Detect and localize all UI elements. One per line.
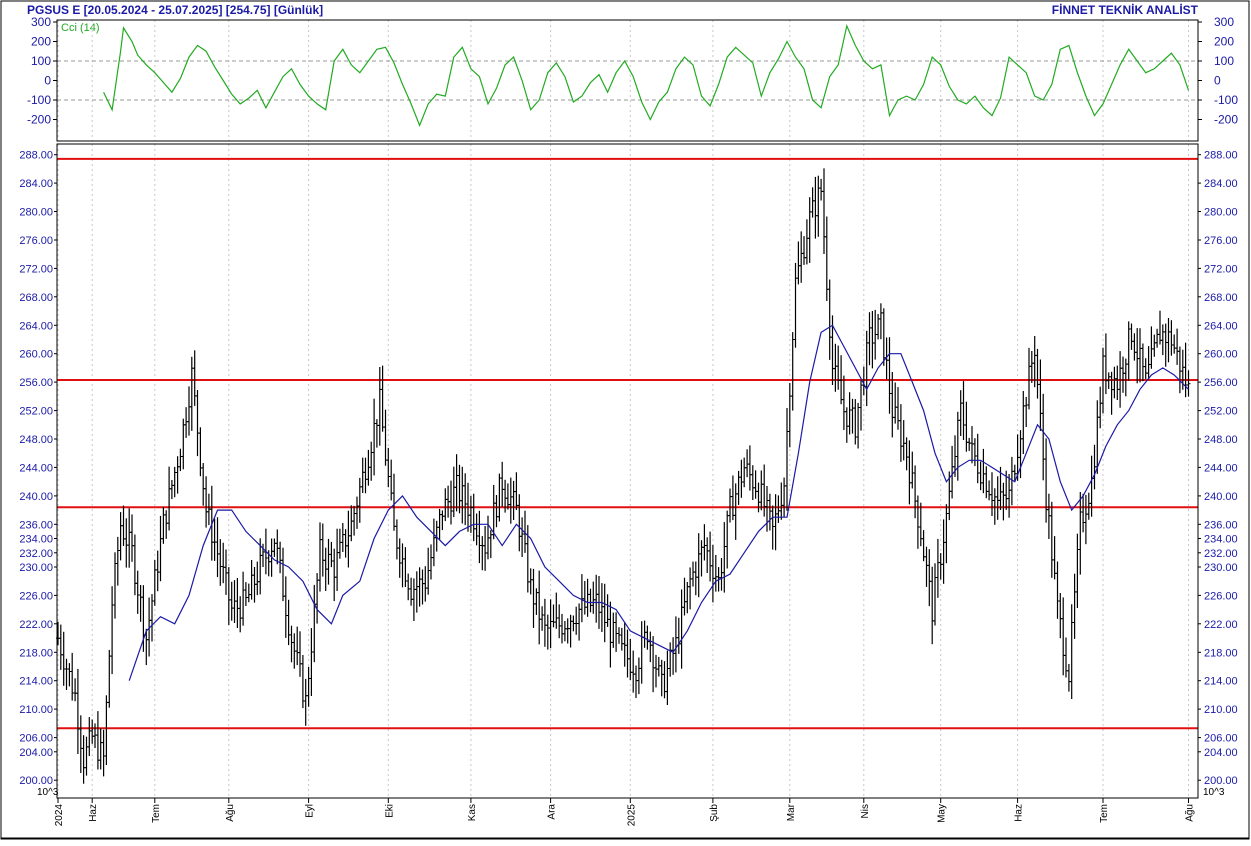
price-tick-label-left: 206.00 (19, 733, 53, 745)
cci-layer (103, 23, 1190, 128)
cci-tick-label-left: 100 (31, 54, 51, 68)
price-tick-label-left: 226.00 (19, 590, 53, 602)
price-tick-label-right: 272.00 (1204, 263, 1238, 275)
moving-average-line (128, 324, 1189, 681)
horizontal-levels (57, 157, 1198, 730)
price-tick-label-right: 210.00 (1204, 704, 1238, 716)
cci-tick-label-left: -100 (27, 93, 51, 107)
price-tick-label-left: 236.00 (19, 519, 53, 531)
price-tick-label-right: 222.00 (1204, 619, 1238, 631)
price-scale-label-left: 10^3 (37, 787, 59, 798)
price-tick-label-left: 218.00 (19, 647, 53, 659)
x-tick-label: Haz (1014, 804, 1025, 822)
price-tick-label-left: 252.00 (19, 406, 53, 418)
x-tick-label: Haz (88, 804, 99, 822)
price-tick-label-left: 248.00 (19, 434, 53, 446)
price-tick-label-right: 268.00 (1204, 292, 1238, 304)
price-tick-label-right: 226.00 (1204, 590, 1238, 602)
price-tick-label-right: 204.00 (1204, 747, 1238, 759)
price-tick-label-left: 200.00 (19, 775, 53, 787)
price-tick-label-left: 240.00 (19, 491, 53, 503)
cci-tick-label-right: 200 (1214, 35, 1234, 49)
cci-tick-label-right: -100 (1214, 93, 1238, 107)
price-tick-label-right: 206.00 (1204, 733, 1238, 745)
x-tick-label: Ağu (1185, 804, 1196, 822)
x-tick-label: 2024 (54, 804, 65, 827)
price-scale-label-right: 10^3 (1203, 787, 1225, 798)
price-tick-label-right: 280.00 (1204, 207, 1238, 219)
cci-tick-label-right: 0 (1214, 74, 1221, 88)
cci-tick-label-left: 300 (31, 15, 51, 29)
price-panel-frame (56, 143, 1199, 799)
x-tick-label: May (937, 804, 948, 823)
price-tick-label-right: 200.00 (1204, 775, 1238, 787)
price-tick-label-right: 240.00 (1204, 491, 1238, 503)
price-bars (56, 168, 1191, 784)
cci-tick-label-left: 200 (31, 35, 51, 49)
price-tick-label-right: 256.00 (1204, 377, 1238, 389)
price-tick-label-left: 232.00 (19, 548, 53, 560)
price-tick-label-left: 204.00 (19, 747, 53, 759)
price-tick-label-left: 280.00 (19, 207, 53, 219)
price-tick-label-left: 222.00 (19, 619, 53, 631)
price-tick-label-right: 232.00 (1204, 548, 1238, 560)
price-tick-label-right: 236.00 (1204, 519, 1238, 531)
cci-tick-label-left: 0 (44, 74, 51, 88)
price-tick-label-right: 276.00 (1204, 235, 1238, 247)
axis-ticks: 300 300 200 200 100 100 0 0 -100 -100 -200 -200 288.… (19, 15, 1238, 826)
price-tick-label-left: 244.00 (19, 462, 53, 474)
price-tick-label-left: 234.00 (19, 534, 53, 546)
x-tick-label: Nis (860, 804, 871, 818)
x-tick-label: Eyl (305, 804, 316, 818)
price-tick-label-right: 264.00 (1204, 320, 1238, 332)
price-tick-label-right: 248.00 (1204, 434, 1238, 446)
price-tick-label-right: 260.00 (1204, 349, 1238, 361)
x-tick-label: Tem (1099, 804, 1110, 823)
cci-line (103, 23, 1190, 128)
price-tick-label-left: 276.00 (19, 235, 53, 247)
price-tick-label-right: 230.00 (1204, 562, 1238, 574)
chart-title: PGSUS E [20.05.2024 - 25.07.2025] [254.7… (27, 3, 323, 17)
cci-indicator-title: Cci (14) (61, 22, 100, 34)
price-tick-label-left: 268.00 (19, 292, 53, 304)
price-tick-label-left: 272.00 (19, 263, 53, 275)
price-tick-label-right: 244.00 (1204, 462, 1238, 474)
x-tick-label: Tem (151, 804, 162, 823)
x-tick-label: Eki (384, 804, 395, 818)
price-tick-label-left: 230.00 (19, 562, 53, 574)
price-tick-label-right: 214.00 (1204, 676, 1238, 688)
cci-tick-label-right: 300 (1214, 15, 1234, 29)
cci-tick-label-right: 100 (1214, 54, 1234, 68)
price-tick-label-left: 256.00 (19, 377, 53, 389)
cci-tick-label-left: -200 (27, 113, 51, 127)
price-tick-label-left: 260.00 (19, 349, 53, 361)
cci-tick-label-right: -200 (1214, 113, 1238, 127)
price-tick-label-left: 214.00 (19, 676, 53, 688)
price-tick-label-left: 288.00 (19, 150, 53, 162)
price-tick-label-left: 264.00 (19, 320, 53, 332)
x-tick-label: Şub (709, 804, 720, 822)
price-tick-label-right: 252.00 (1204, 406, 1238, 418)
x-tick-label: Ara (547, 804, 558, 820)
vendor-name: FİNNET TEKNİK ANALİST (1052, 2, 1199, 17)
price-tick-label-left: 284.00 (19, 178, 53, 190)
price-tick-label-right: 234.00 (1204, 534, 1238, 546)
price-tick-label-right: 288.00 (1204, 150, 1238, 162)
x-tick-label: 2025 (626, 804, 637, 827)
price-tick-label-right: 284.00 (1204, 178, 1238, 190)
moving-average-layer (128, 324, 1189, 681)
x-tick-label: Ağu (225, 804, 236, 822)
price-tick-label-left: 210.00 (19, 704, 53, 716)
x-tick-label: Kas (467, 804, 478, 821)
x-tick-label: Mar (786, 803, 797, 821)
price-tick-label-right: 218.00 (1204, 647, 1238, 659)
